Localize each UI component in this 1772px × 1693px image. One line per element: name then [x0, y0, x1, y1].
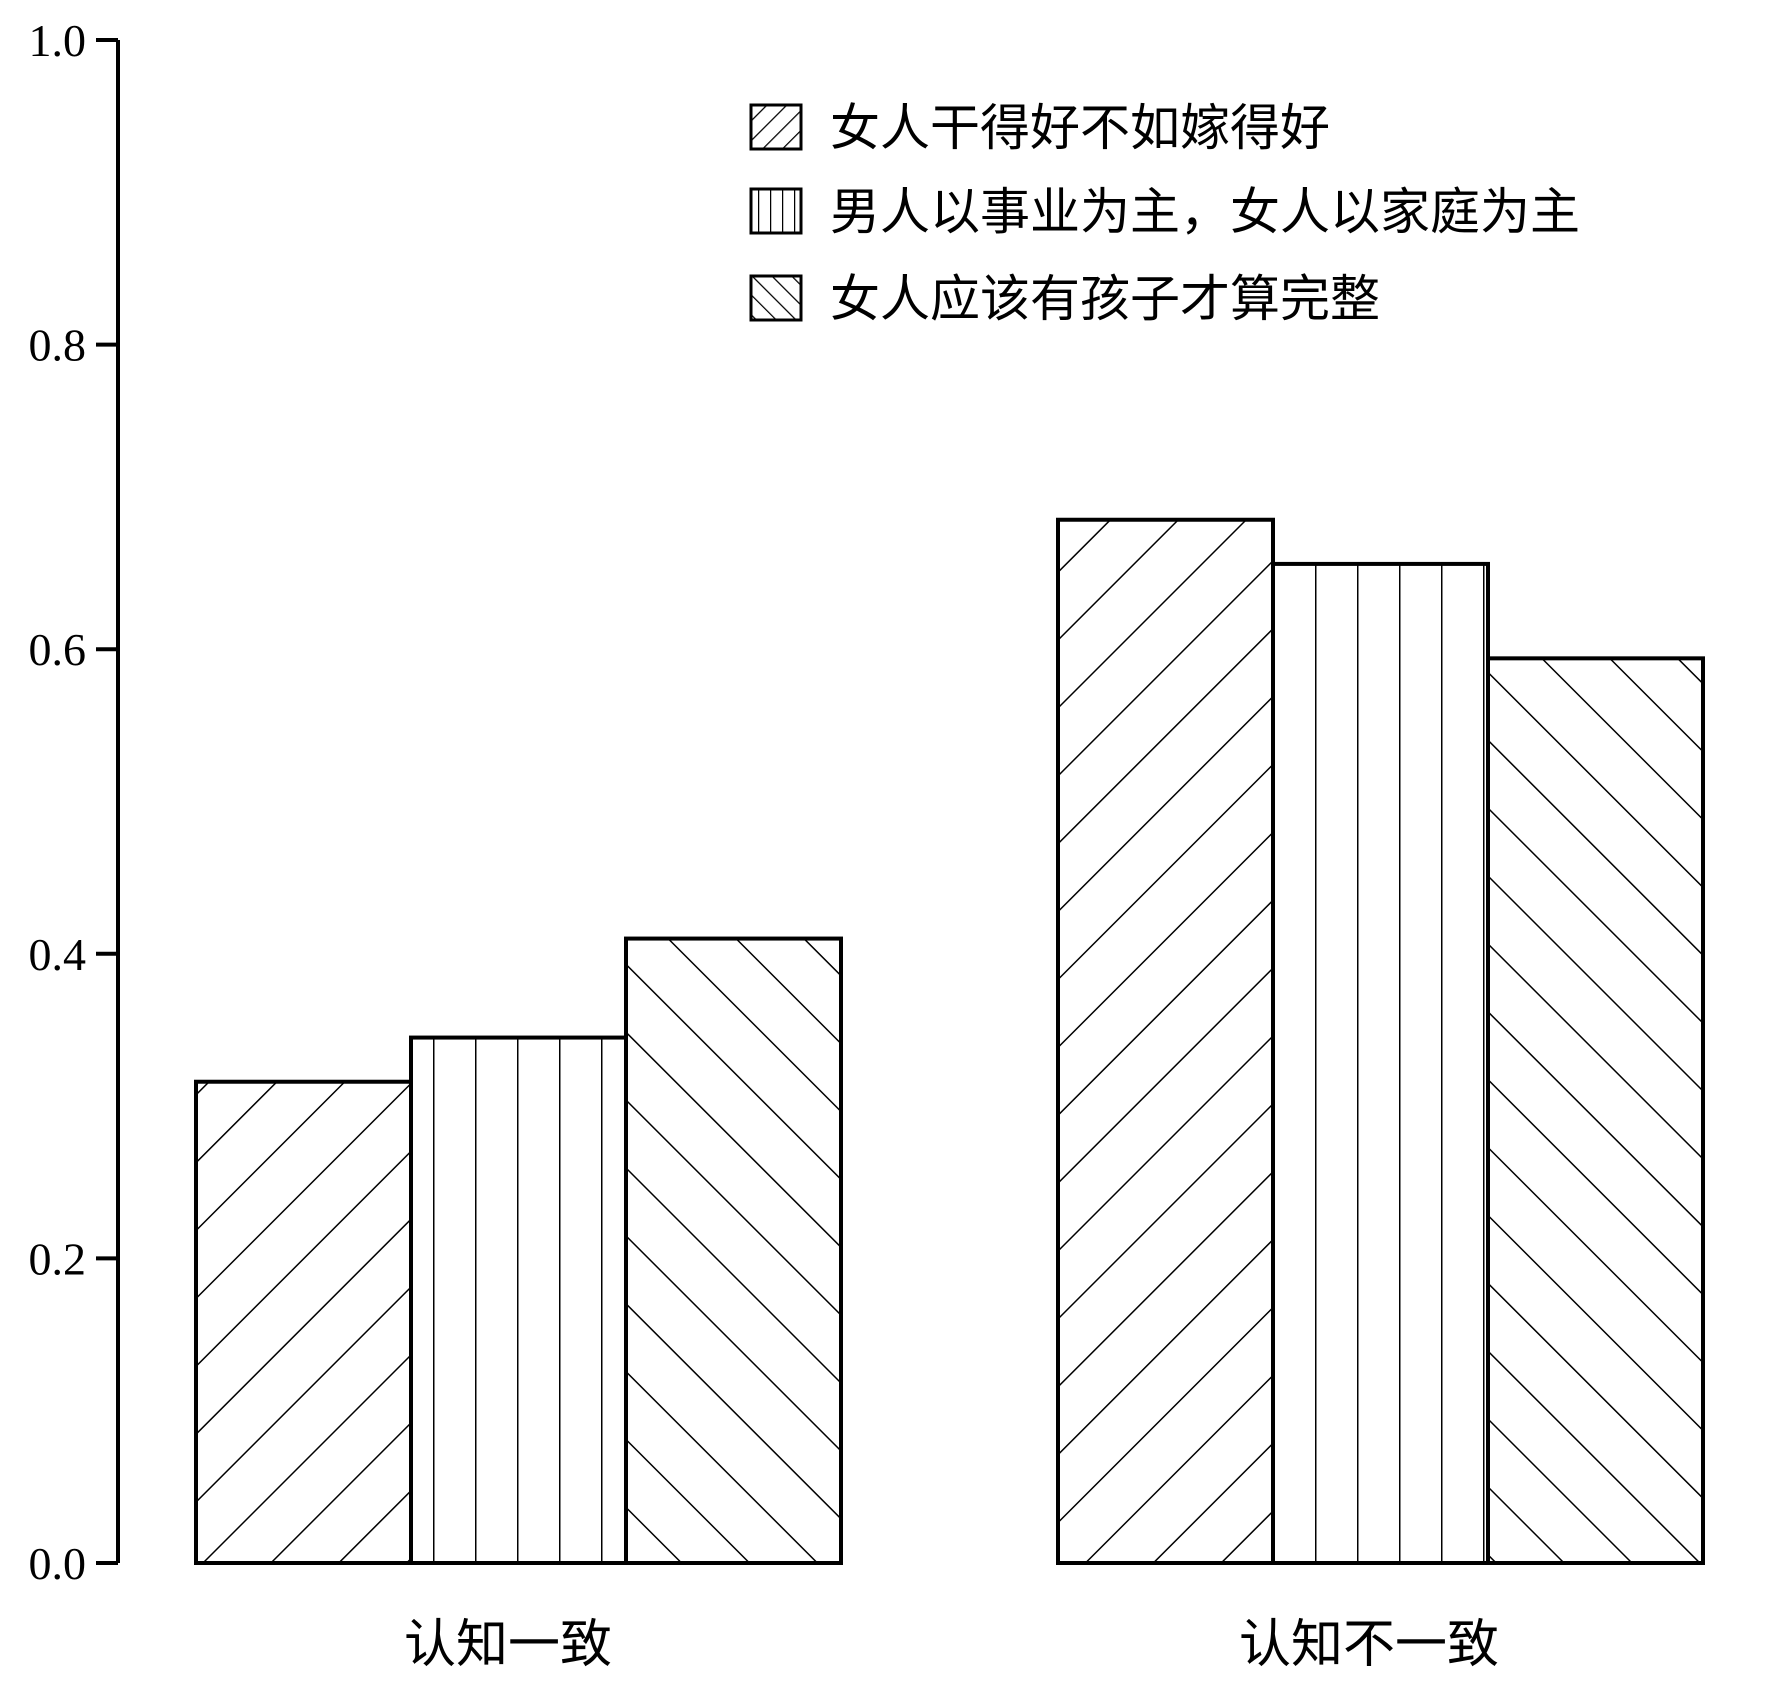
bar-consistent-series-1 — [194, 1079, 413, 1566]
legend-swatch — [749, 103, 803, 151]
y-tick-label: 0.8 — [29, 320, 87, 371]
legend-swatch — [749, 187, 803, 235]
bar-inconsistent-series-2 — [1271, 561, 1490, 1565]
legend-label: 女人干得好不如嫁得好 — [830, 99, 1330, 157]
bars — [194, 517, 1705, 1566]
y-tick-label: 1.0 — [29, 15, 87, 66]
legend-label: 男人以事业为主，女人以家庭为主 — [830, 183, 1580, 241]
y-tick-label: 0.2 — [29, 1233, 87, 1284]
x-category-label: 认知一致 — [404, 1615, 612, 1675]
y-tick-label: 0.0 — [29, 1538, 87, 1589]
y-tick-label: 0.6 — [29, 624, 87, 675]
bar-inconsistent-series-1 — [1056, 517, 1275, 1565]
y-axis: 0.0 0.2 0.4 0.6 0.8 1.0 — [29, 15, 120, 1589]
bar-inconsistent-series-3 — [1486, 656, 1705, 1565]
legend-swatch — [749, 274, 803, 322]
bar-consistent-series-3 — [624, 936, 843, 1565]
x-category-label: 认知不一致 — [1239, 1615, 1499, 1675]
bar-consistent-series-2 — [409, 1035, 628, 1565]
y-tick-label: 0.4 — [29, 929, 87, 980]
x-axis-category-labels: 认知一致 认知不一致 — [404, 1615, 1499, 1675]
legend-label: 女人应该有孩子才算完整 — [830, 270, 1380, 328]
